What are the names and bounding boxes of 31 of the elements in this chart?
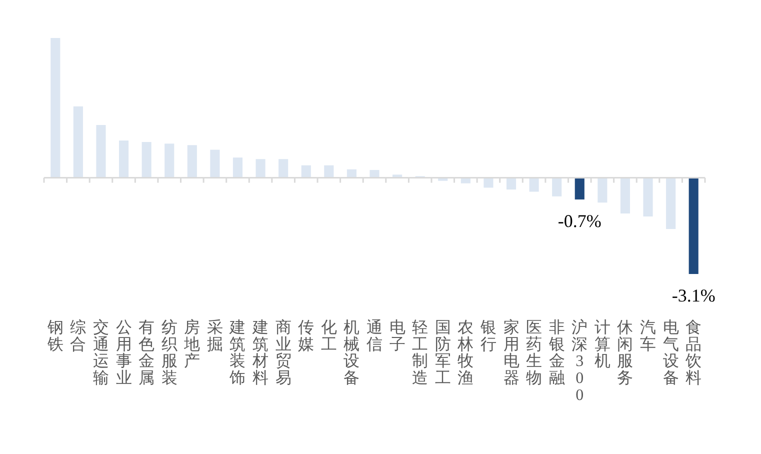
x-tick-label: 通信 bbox=[366, 318, 382, 354]
x-tick-label: 交通运输 bbox=[92, 318, 109, 388]
x-tick-label: 银行 bbox=[479, 320, 496, 354]
x-tick-label: 有色金属 bbox=[138, 320, 155, 388]
x-tick-label: 农林牧渔 bbox=[456, 320, 474, 388]
x-tick-label: 机械设备 bbox=[344, 318, 360, 388]
x-tick-label: 家用电器 bbox=[503, 318, 520, 388]
x-tick-label: 纺织服装 bbox=[161, 318, 178, 388]
x-tick-label: 食品饮料 bbox=[684, 318, 702, 388]
x-tick-label: 传媒 bbox=[298, 320, 314, 354]
x-tick-label: 采掘 bbox=[206, 318, 223, 354]
x-tick-label: 综合 bbox=[70, 318, 86, 354]
x-tick-label: 电气设备 bbox=[662, 318, 679, 388]
x-tick-label: 轻工制造 bbox=[412, 320, 428, 388]
data-label: -0.7% bbox=[558, 211, 602, 232]
data-label: -3.1% bbox=[672, 286, 716, 306]
x-tick-label: 汽车 bbox=[640, 320, 656, 354]
x-tick-label: 非银金融 bbox=[548, 318, 565, 388]
x-tick-label: 医药生物 bbox=[526, 320, 542, 388]
x-tick-label: 化工 bbox=[320, 320, 337, 354]
x-tick-label: 房地产 bbox=[183, 318, 200, 370]
x-tick-label: 建筑装饰 bbox=[228, 318, 246, 388]
x-tick-label: 沪深300 bbox=[572, 318, 588, 404]
x-tick-label: 公用事业 bbox=[116, 320, 132, 388]
x-tick-label: 国防军工 bbox=[434, 320, 451, 388]
x-tick-label: 商业贸易 bbox=[275, 318, 292, 388]
x-tick-label: 电子 bbox=[389, 318, 406, 354]
x-tick-label: 计算机 bbox=[594, 318, 610, 370]
x-tick-label: 建筑材料 bbox=[252, 318, 269, 388]
x-tick-label: 钢铁 bbox=[46, 320, 64, 354]
x-tick-label: 休闲服务 bbox=[617, 320, 634, 388]
